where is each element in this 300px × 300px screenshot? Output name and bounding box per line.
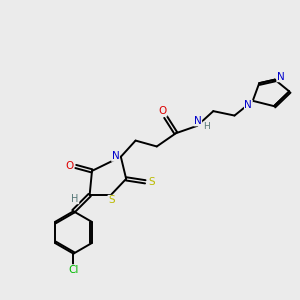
Text: H: H	[71, 194, 79, 204]
Text: N: N	[194, 116, 202, 126]
Text: N: N	[277, 72, 285, 82]
Text: H: H	[203, 122, 210, 131]
Text: Cl: Cl	[68, 265, 79, 275]
Text: S: S	[148, 177, 155, 187]
Text: S: S	[108, 195, 115, 205]
Text: N: N	[112, 151, 119, 161]
Text: O: O	[65, 161, 74, 172]
Text: N: N	[244, 100, 252, 110]
Text: O: O	[158, 106, 167, 116]
